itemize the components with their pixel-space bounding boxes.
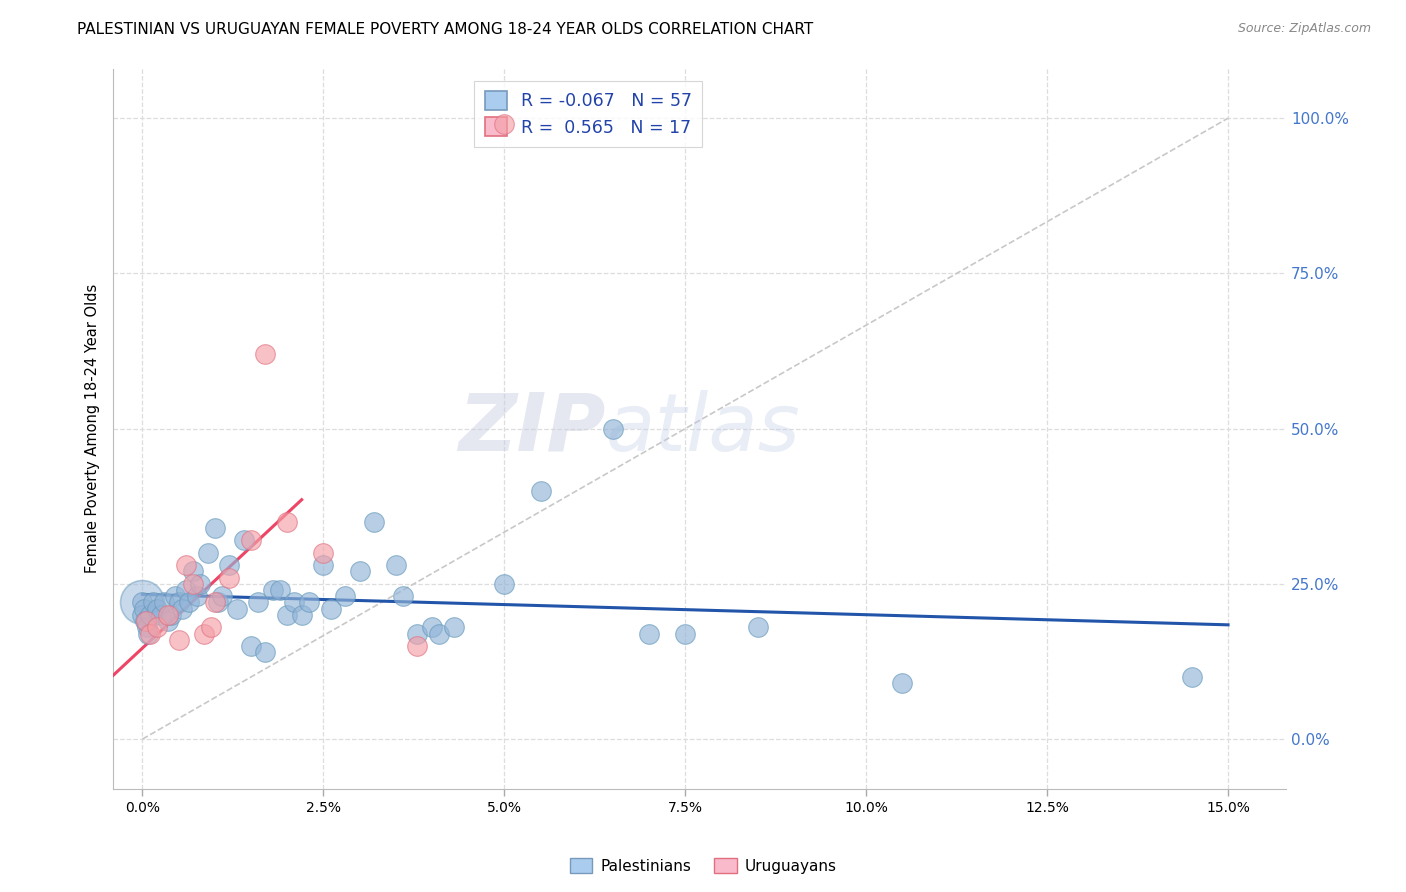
Point	[197, 546, 219, 560]
Point	[131, 607, 153, 622]
Point	[384, 558, 406, 573]
Point	[167, 595, 190, 609]
Point	[136, 626, 159, 640]
Point	[204, 595, 226, 609]
Point	[420, 620, 443, 634]
Point	[602, 422, 624, 436]
Legend: R = -0.067   N = 57, R =  0.565   N = 17: R = -0.067 N = 57, R = 0.565 N = 17	[474, 81, 703, 147]
Point	[254, 347, 277, 361]
Point	[392, 589, 415, 603]
Point	[131, 595, 153, 609]
Point	[172, 601, 194, 615]
Point	[406, 626, 429, 640]
Text: PALESTINIAN VS URUGUAYAN FEMALE POVERTY AMONG 18-24 YEAR OLDS CORRELATION CHART: PALESTINIAN VS URUGUAYAN FEMALE POVERTY …	[77, 22, 814, 37]
Point	[181, 565, 204, 579]
Point	[204, 521, 226, 535]
Point	[312, 546, 335, 560]
Point	[269, 583, 291, 598]
Point	[163, 589, 186, 603]
Point	[312, 558, 335, 573]
Point	[443, 620, 465, 634]
Point	[186, 589, 208, 603]
Point	[240, 639, 263, 653]
Point	[276, 515, 298, 529]
Point	[138, 626, 160, 640]
Point	[174, 558, 197, 573]
Point	[1181, 670, 1204, 684]
Point	[349, 565, 371, 579]
Text: atlas: atlas	[606, 390, 800, 467]
Point	[673, 626, 696, 640]
Text: ZIP: ZIP	[458, 390, 606, 467]
Point	[188, 577, 211, 591]
Point	[247, 595, 270, 609]
Point	[276, 607, 298, 622]
Point	[298, 595, 321, 609]
Point	[135, 614, 157, 628]
Point	[149, 607, 172, 622]
Legend: Palestinians, Uruguayans: Palestinians, Uruguayans	[564, 852, 842, 880]
Point	[891, 676, 914, 690]
Text: Source: ZipAtlas.com: Source: ZipAtlas.com	[1237, 22, 1371, 36]
Y-axis label: Female Poverty Among 18-24 Year Olds: Female Poverty Among 18-24 Year Olds	[86, 284, 100, 574]
Point	[135, 620, 157, 634]
Point	[494, 117, 516, 131]
Point	[193, 626, 215, 640]
Point	[160, 607, 183, 622]
Point	[167, 632, 190, 647]
Point	[207, 595, 229, 609]
Point	[174, 583, 197, 598]
Point	[138, 607, 160, 622]
Point	[218, 558, 240, 573]
Point	[134, 614, 156, 628]
Point	[494, 577, 516, 591]
Point	[146, 620, 169, 634]
Point	[333, 589, 356, 603]
Point	[156, 614, 179, 628]
Point	[240, 533, 263, 548]
Point	[142, 595, 165, 609]
Point	[211, 589, 233, 603]
Point	[319, 601, 342, 615]
Point	[179, 595, 201, 609]
Point	[200, 620, 222, 634]
Point	[406, 639, 429, 653]
Point	[262, 583, 284, 598]
Point	[156, 607, 179, 622]
Point	[132, 601, 155, 615]
Point	[254, 645, 277, 659]
Point	[153, 595, 176, 609]
Point	[232, 533, 254, 548]
Point	[146, 601, 169, 615]
Point	[225, 601, 247, 615]
Point	[181, 577, 204, 591]
Point	[363, 515, 385, 529]
Point	[283, 595, 305, 609]
Point	[427, 626, 450, 640]
Point	[638, 626, 661, 640]
Point	[529, 483, 551, 498]
Point	[131, 595, 153, 609]
Point	[291, 607, 314, 622]
Point	[218, 571, 240, 585]
Point	[747, 620, 769, 634]
